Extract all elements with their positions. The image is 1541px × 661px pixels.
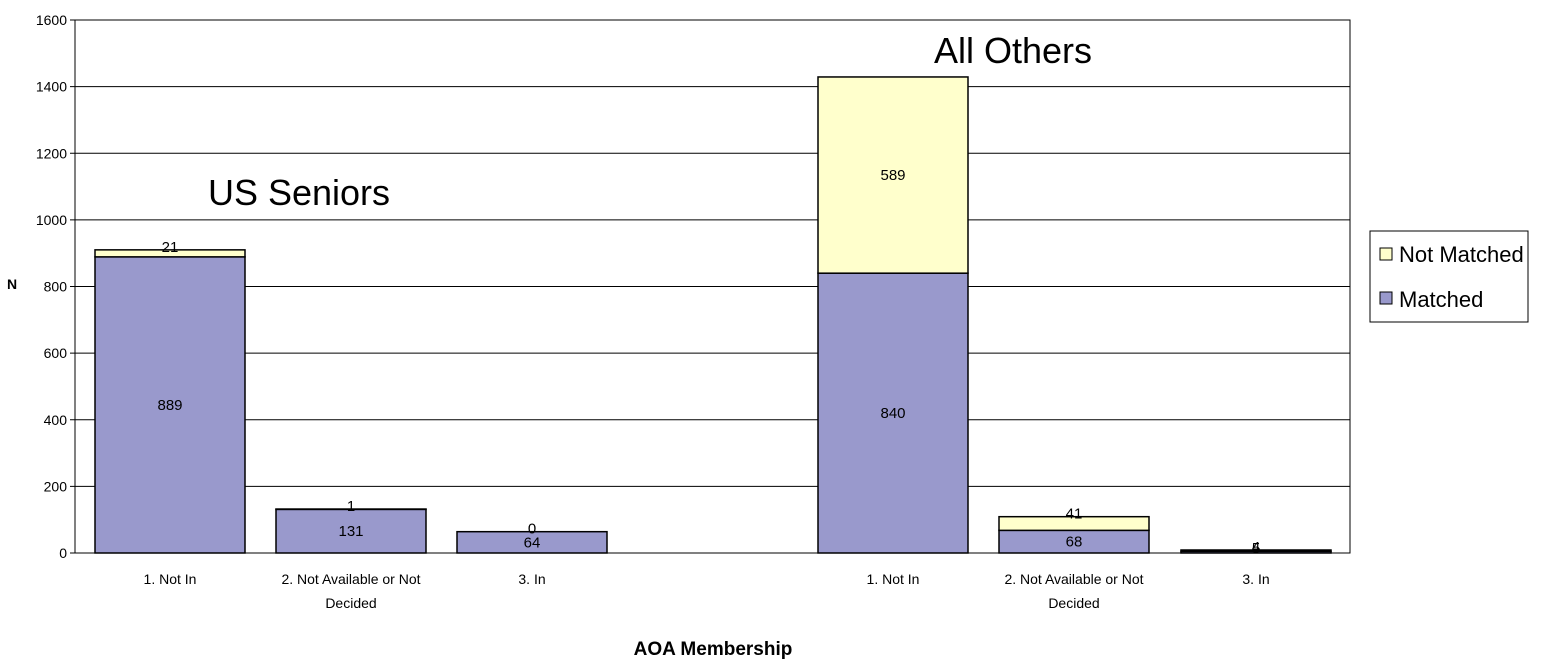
data-label-not-matched: 589: [880, 167, 905, 184]
y-tick-label: 1600: [36, 12, 67, 28]
y-tick-label: 0: [59, 545, 67, 561]
legend-label-not-matched: Not Matched: [1399, 242, 1524, 267]
legend-swatch-matched: [1380, 292, 1392, 304]
data-label-not-matched: 1: [347, 498, 355, 515]
y-tick-label: 400: [44, 412, 68, 428]
legend-label-matched: Matched: [1399, 287, 1483, 312]
y-tick-label: 800: [44, 279, 68, 295]
category-label: 2. Not Available or Not: [1004, 571, 1143, 587]
category-label: 1. Not In: [867, 571, 920, 587]
gridlines: [75, 87, 1350, 487]
category-label: 2. Not Available or Not: [281, 571, 420, 587]
category-label: 3. In: [518, 571, 545, 587]
y-axis-title: N: [7, 276, 17, 292]
y-tick-label: 600: [44, 345, 68, 361]
category-label: Decided: [325, 595, 376, 611]
y-axis-ticks: 0 200 400 600 800 1000 1200 1400 1600: [36, 12, 75, 561]
data-label-matched: 889: [157, 397, 182, 414]
data-label-not-matched: 41: [1066, 506, 1083, 523]
category-labels: 1. Not In 2. Not Available or Not Decided 3…: [144, 571, 1270, 611]
legend-swatch-not-matched: [1380, 248, 1392, 260]
data-label-matched: 131: [338, 523, 363, 540]
group-label: All Others: [934, 30, 1092, 71]
y-tick-label: 1000: [36, 212, 67, 228]
y-tick-label: 1400: [36, 79, 67, 95]
data-label-not-matched: 21: [162, 239, 179, 256]
category-label: 1. Not In: [144, 571, 197, 587]
x-axis-title: AOA Membership: [634, 639, 793, 660]
y-tick-label: 1200: [36, 145, 67, 161]
group-label: US Seniors: [208, 172, 390, 213]
data-label-matched: 68: [1066, 534, 1083, 551]
category-label: 3. In: [1242, 571, 1269, 587]
category-label: Decided: [1048, 595, 1099, 611]
data-label-matched: 840: [880, 405, 905, 422]
legend: Not Matched Matched: [1370, 231, 1528, 322]
y-tick-label: 200: [44, 478, 68, 494]
bars: [95, 77, 1331, 553]
data-label-not-matched: 0: [528, 521, 536, 538]
